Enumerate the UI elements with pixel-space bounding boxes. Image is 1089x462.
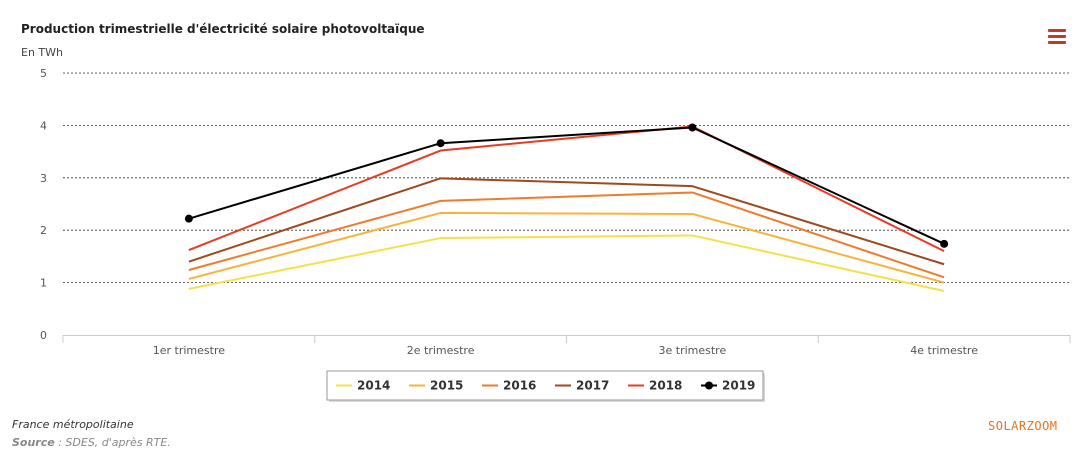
footer-note: France métropolitaine (12, 418, 134, 431)
y-axis-unit-label: En TWh (21, 46, 63, 59)
menu-bar (1048, 35, 1066, 38)
y-tick-label: 0 (40, 329, 47, 342)
legend-label-2014: 2014 (357, 379, 390, 393)
brand-logo: SOLARZOOM (988, 419, 1058, 433)
y-tick-label: 1 (40, 277, 47, 290)
legend-label-2018: 2018 (649, 379, 682, 393)
x-tick-label: 4e trimestre (910, 344, 978, 357)
series-line-2015 (188, 211, 945, 284)
menu-bar (1048, 29, 1066, 32)
line-chart: 0 1 2 3 4 5 1er trimestre 2e trimestre 3e trimes… (40, 67, 1071, 402)
series-line-2016 (188, 191, 945, 279)
x-tick-label: 2e trimestre (407, 344, 475, 357)
legend-label-2015: 2015 (430, 379, 463, 393)
source-label: Source (12, 436, 55, 449)
legend-box (326, 370, 764, 401)
data-point-2019 (688, 123, 697, 132)
legend-label-2019: 2019 (722, 379, 755, 393)
series-line-2019 (188, 126, 945, 245)
data-point-2019 (436, 139, 445, 148)
x-tick-label: 1er trimestre (153, 344, 225, 357)
y-tick-label: 5 (40, 67, 47, 80)
series-line-2018 (188, 125, 945, 253)
source-text: : SDES, d'après RTE. (54, 436, 171, 449)
legend-label-2017: 2017 (576, 379, 609, 393)
legend-marker-2019 (705, 381, 713, 390)
series-line-2014 (188, 234, 945, 292)
y-tick-label: 4 (40, 119, 47, 132)
chart-title: Production trimestrielle d'électricité s… (21, 22, 425, 36)
data-point-2019 (184, 214, 193, 223)
legend-label-2016: 2016 (503, 379, 536, 393)
menu-bar (1048, 41, 1066, 44)
y-tick-label: 3 (40, 172, 47, 185)
x-tick-label: 3e trimestre (659, 344, 727, 357)
y-tick-label: 2 (40, 224, 47, 237)
footer-source: Source : SDES, d'après RTE. (12, 436, 171, 449)
series-line-2017 (188, 177, 945, 266)
hamburger-menu-icon[interactable] (1048, 29, 1066, 45)
data-point-2019 (940, 239, 949, 248)
